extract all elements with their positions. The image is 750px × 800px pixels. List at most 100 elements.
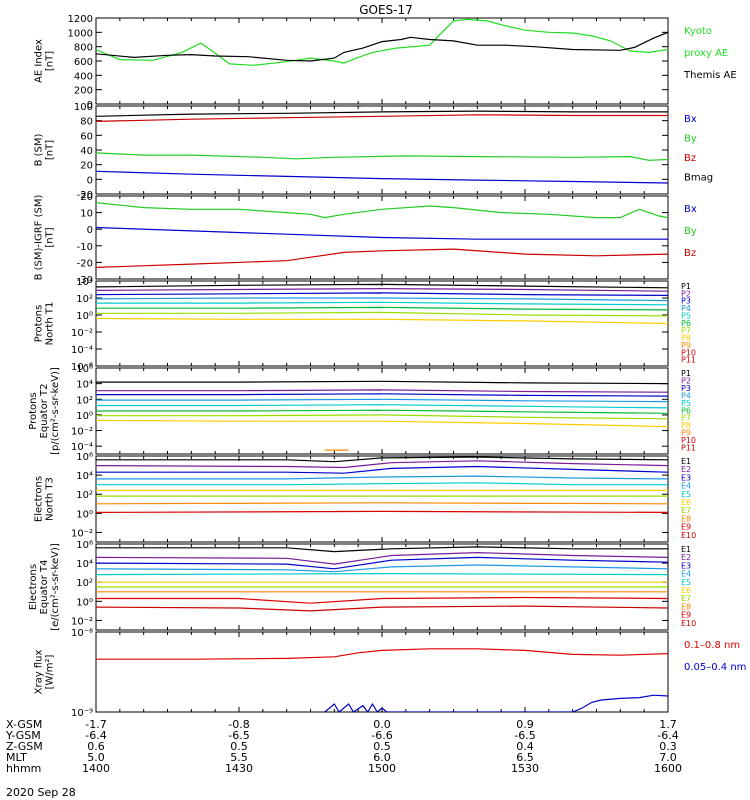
y-tick-label: 10⁻² <box>71 616 93 627</box>
legend-entry: P11 <box>681 444 696 453</box>
footer-value: 1530 <box>511 762 539 775</box>
footer-value: 1.7 <box>659 718 677 731</box>
y-tick-label: 10⁻² <box>71 528 93 539</box>
legend-entry: E5 <box>681 490 691 499</box>
legend-entry: P11 <box>681 356 696 365</box>
legend-entry: P6 <box>681 406 691 415</box>
y-tick-label: 10⁻⁴ <box>71 345 93 356</box>
y-axis-label: North T1 <box>45 302 56 346</box>
legend-entry: P7 <box>681 414 691 423</box>
chart-title: GOES-17 <box>359 3 413 17</box>
footer-value: 7.0 <box>659 751 677 764</box>
y-tick-label: 10⁴ <box>76 559 93 570</box>
footer-row-label: Y-GSM <box>5 729 41 742</box>
y-axis-label: North T3 <box>45 477 56 521</box>
series-line-p3 <box>96 393 668 397</box>
series-line-bz <box>96 114 668 122</box>
legend-entry: Bx <box>684 114 697 125</box>
legend-entry: Bz <box>684 153 696 164</box>
legend-entry: P5 <box>681 312 691 321</box>
series-line-e10 <box>96 605 668 612</box>
y-axis-label: Equator T2 <box>39 384 50 439</box>
legend-entry: E10 <box>681 531 696 540</box>
series-line-e9 <box>96 510 668 514</box>
y-tick-label: 10⁶ <box>76 540 93 551</box>
legend-entry: E1 <box>681 545 691 554</box>
series-line-p5 <box>96 301 668 306</box>
legend-entry: E9 <box>681 611 691 620</box>
panel-bigrf: -30 -20 -10 0 10 20 B (SM)-IGRF (SM) [nT] Bx By Bz <box>34 192 697 286</box>
legend-entry: P7 <box>681 326 691 335</box>
y-tick-label: -30 <box>77 275 93 286</box>
legend-entry: P10 <box>681 436 696 445</box>
y-tick-label: 40 <box>80 146 93 157</box>
y-tick-label: 10⁰ <box>76 509 93 520</box>
footer-value: 0.5 <box>230 740 248 753</box>
y-tick-label: 800 <box>74 43 93 54</box>
series-line-by <box>96 152 668 161</box>
y-tick-label: 60 <box>80 131 93 142</box>
series-line-bx <box>96 226 668 240</box>
series-line-p1 <box>96 380 668 385</box>
legend-entry: 0.1–0.8 nm <box>684 640 740 651</box>
y-axis-label: [p/(cm²-s-sr-keV)] <box>50 367 61 455</box>
legend-entry: P1 <box>681 369 691 378</box>
y-tick-label: 0 <box>87 175 93 186</box>
series-line-by <box>96 202 668 219</box>
footer-value: -6.6 <box>371 729 392 742</box>
y-axis-label: [nT] <box>45 140 56 160</box>
y-tick-label: 10² <box>76 294 93 305</box>
footer-value: 0.0 <box>373 718 391 731</box>
y-axis-label: Xray flux <box>34 650 45 695</box>
y-tick-label: 1000 <box>68 28 93 39</box>
footer-value: -6.5 <box>514 729 535 742</box>
footer-value: 0.6 <box>87 740 105 753</box>
y-axis-label: AE Index <box>34 39 45 83</box>
series-line-p3 <box>96 292 668 296</box>
y-tick-label: 10⁻⁹ <box>71 708 93 719</box>
y-tick-label: 20 <box>80 192 93 203</box>
legend-entry: E10 <box>681 619 696 628</box>
y-tick-label: 1200 <box>68 14 93 25</box>
footer-value: -6.4 <box>657 729 678 742</box>
footer-value: 1600 <box>654 762 682 775</box>
series-line-e5 <box>96 482 668 486</box>
y-tick-label: 10⁰ <box>76 311 93 322</box>
panel-protT1: 10⁻⁶ 10⁻⁴ 10⁻² 10⁰ 10² 10⁴ Protons North T1 P1P2… <box>34 277 697 373</box>
footer-value: 5.5 <box>230 751 248 764</box>
y-axis-label: Electrons <box>34 476 45 522</box>
legend-entry: P10 <box>681 348 696 357</box>
legend-entry: E8 <box>681 514 691 523</box>
legend-entry: E3 <box>681 561 691 570</box>
legend-entry: E6 <box>681 498 691 507</box>
series-line-p6 <box>96 306 668 311</box>
y-tick-label: 10⁻² <box>71 328 93 339</box>
legend-entry: P5 <box>681 399 691 408</box>
series-line-e1 <box>96 546 668 553</box>
legend-entry: By <box>684 226 697 237</box>
legend-entry: E6 <box>681 586 691 595</box>
legend-entry: E7 <box>681 594 691 603</box>
series-line-e2 <box>96 460 668 469</box>
footer-row-label: MLT <box>6 751 27 764</box>
y-axis-label: Electrons <box>28 564 39 610</box>
legend-entry: P3 <box>681 384 691 393</box>
legend-entry: 0.05–0.4 nm <box>684 662 746 673</box>
legend-entry: E4 <box>681 482 691 491</box>
footer-row-label: Z-GSM <box>6 740 43 753</box>
y-axis-label: [e/(cm²-s-sr-keV)] <box>50 543 61 631</box>
footer-value: -6.4 <box>85 729 106 742</box>
legend-entry: P1 <box>681 282 691 291</box>
y-axis-label: B (SM)-IGRF (SM) <box>34 195 45 281</box>
legend-entry: P4 <box>681 304 691 313</box>
y-tick-label: 0 <box>87 225 93 236</box>
footer-ephemeris: X-GSM -1.7 -0.8 0.0 0.9 1.7 Y-GSM -6.4 -6.5 -6.6 -… <box>5 718 682 775</box>
legend-entry: Bz <box>684 248 696 259</box>
series-line-e4 <box>96 564 668 573</box>
y-tick-label: 10⁻² <box>71 427 93 438</box>
series-line-p4 <box>96 297 668 302</box>
legend-entry: E4 <box>681 570 691 579</box>
